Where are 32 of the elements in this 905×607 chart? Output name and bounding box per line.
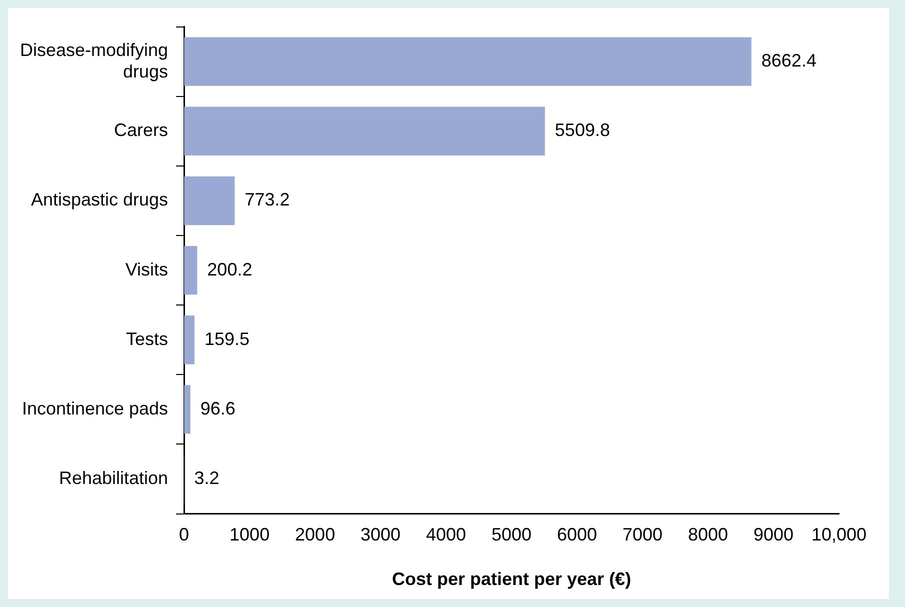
bar [184,37,752,86]
y-tick-label: Rehabilitation [58,468,168,488]
x-tick-label: 9000 [753,524,794,545]
bar [184,385,190,434]
y-tick-label: Incontinence pads [22,398,168,418]
data-label: 773.2 [244,190,290,210]
y-tick-label: Tests [126,328,168,349]
bar [184,246,198,295]
bar [184,316,195,364]
data-label: 200.2 [207,259,252,280]
data-label: 5509.8 [554,120,610,140]
y-tick-label: Antispastic drugs [30,190,168,210]
data-label: 3.2 [194,468,220,488]
x-tick-label: 6000 [557,524,598,545]
x-tick-label: 4000 [426,524,466,545]
x-tick-label: 2000 [295,524,336,545]
data-label: 96.6 [200,398,236,418]
x-tick-label: 0 [179,524,190,545]
x-tick-label: 5000 [492,524,532,545]
bar [184,176,235,226]
x-tick-label: 8000 [688,524,728,545]
bar [184,106,545,156]
x-axis-title: Cost per patient per year (€) [392,569,632,590]
y-tick-label: Carers [114,120,168,140]
y-tick-label: Disease-modifying drugs [20,40,168,82]
y-tick-label: Visits [125,259,168,280]
x-tick-label: 3000 [360,524,401,545]
x-tick-label: 1000 [230,524,270,545]
data-label: 159.5 [204,328,250,349]
x-tick-label: 10,000 [811,524,867,545]
x-tick-label: 7000 [622,524,663,545]
data-label: 8662.4 [761,50,816,71]
